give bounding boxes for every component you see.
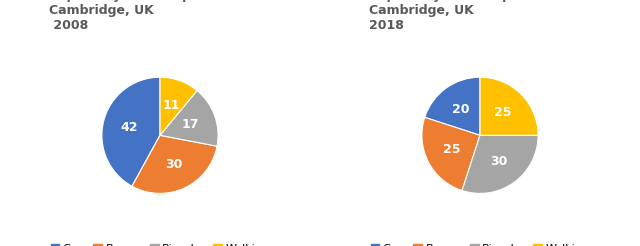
Wedge shape (422, 117, 480, 191)
Wedge shape (160, 91, 218, 146)
Text: 20: 20 (452, 103, 470, 116)
Text: Popularity of Transport Modes in
Cambridge, UK
2018: Popularity of Transport Modes in Cambrid… (369, 0, 599, 32)
Wedge shape (102, 77, 160, 186)
Text: 42: 42 (120, 121, 138, 134)
Text: 17: 17 (181, 118, 199, 131)
Text: Popularity of Transport Modes in
Cambridge, UK
 2008: Popularity of Transport Modes in Cambrid… (49, 0, 279, 32)
Legend: Cars, Busses, Bicycles, Walking: Cars, Busses, Bicycles, Walking (46, 240, 274, 246)
Wedge shape (480, 77, 538, 135)
Legend: Cars, Busses, Bicycles, Walking: Cars, Busses, Bicycles, Walking (366, 240, 594, 246)
Wedge shape (160, 77, 197, 135)
Wedge shape (425, 77, 480, 135)
Text: 30: 30 (490, 155, 508, 168)
Wedge shape (462, 135, 538, 193)
Text: 11: 11 (162, 99, 180, 112)
Text: 25: 25 (443, 143, 460, 156)
Wedge shape (132, 135, 217, 193)
Text: 25: 25 (494, 106, 511, 119)
Text: 30: 30 (165, 158, 182, 171)
